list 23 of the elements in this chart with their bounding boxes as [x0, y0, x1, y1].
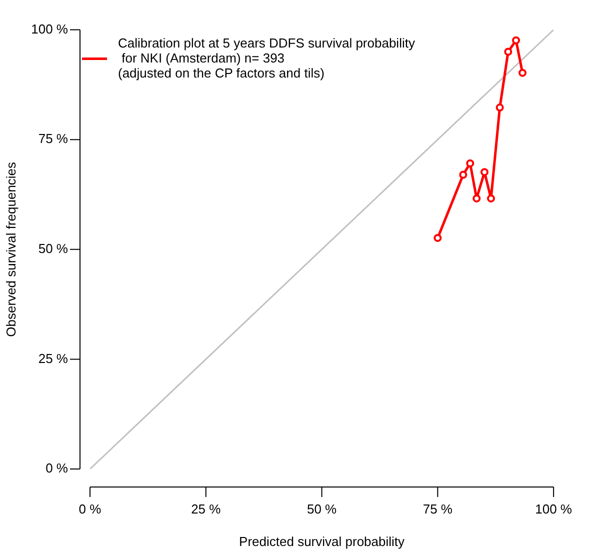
point — [518, 68, 527, 77]
x-tick-label: 25 % — [191, 501, 222, 516]
y-tick-label: 0 % — [46, 460, 68, 476]
y-tick-label: 100 % — [31, 21, 68, 36]
x-tick-label: 0 % — [78, 501, 102, 516]
y-tick-label: 50 % — [38, 240, 68, 256]
y-axis-title: Observed survival frequencies — [3, 161, 18, 337]
point — [434, 234, 442, 242]
point — [512, 36, 520, 44]
y-tick-label: 25 % — [38, 350, 68, 366]
point — [486, 194, 495, 202]
x-tick-label: 100 % — [535, 501, 572, 516]
point — [496, 104, 504, 112]
y-tick-label: 75 % — [38, 131, 68, 146]
x-tick-label: 50 % — [306, 501, 338, 516]
point — [480, 168, 488, 176]
point — [504, 48, 512, 56]
x-axis-title: Predicted survival probability — [239, 534, 406, 549]
point — [466, 159, 474, 168]
point — [472, 194, 481, 202]
x-tick-label: 75 % — [422, 501, 453, 516]
legend-label: Calibration plot at 5 years DDFS survival probability for NKI (Amsterdam) n= 393 (adjusted on the CP factors and tils) — [118, 35, 416, 80]
point — [459, 170, 468, 179]
